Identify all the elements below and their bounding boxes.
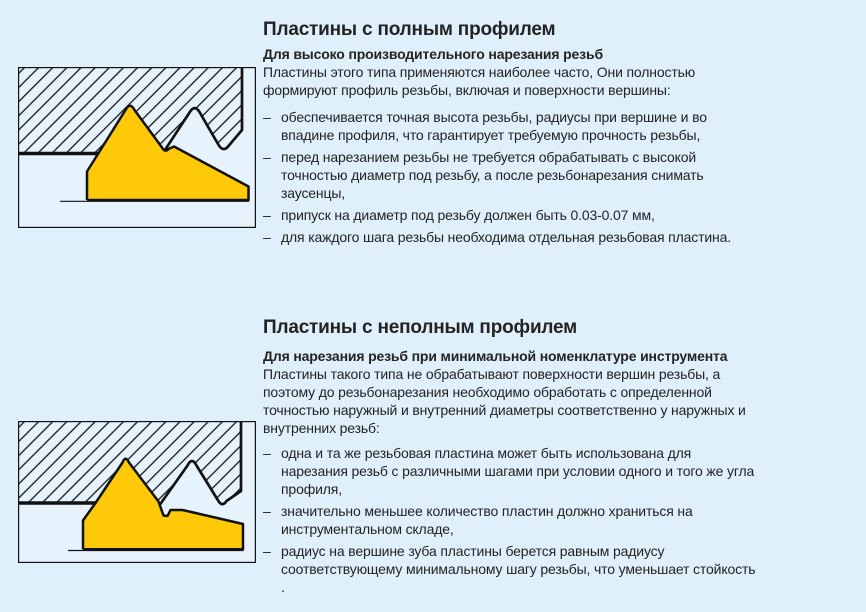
thread-groove-outline (158, 421, 243, 506)
bullet-item: – значительно меньшее количество пластин … (263, 502, 761, 538)
bullet-item: – одна и та же резьбовая пластина может б… (263, 444, 761, 498)
bullet-text: радиус на вершине зуба пластины берется … (281, 543, 756, 595)
bullet-item: – для каждого шага резьбы необходима отде… (263, 228, 761, 246)
bullet-item: – перед нарезанием резьбы не требуется об… (263, 148, 761, 202)
bullet-dash: – (263, 503, 271, 519)
bullet-item: – обеспечивается точная высота резьбы, ра… (263, 108, 761, 144)
bullet-dash: – (263, 445, 271, 461)
material-hatch (19, 422, 241, 506)
bullet-dash: – (263, 109, 271, 125)
bullet-text: значительно меньшее количество пластин д… (281, 503, 693, 537)
section-title: Пластины с неполным профилем (263, 317, 578, 338)
insert-shape (83, 458, 243, 550)
full-profile-thread-diagram (18, 67, 256, 228)
material-hatch (19, 68, 242, 154)
thread-groove-outline (163, 67, 244, 152)
bullet-text: припуск на диаметр под резьбу должен быт… (281, 207, 655, 223)
insert-outline (85, 104, 250, 202)
section-subtitle: Для нарезания резьб при минимальной номе… (263, 348, 728, 364)
section-subtitle: Для высоко производительного нарезания р… (263, 46, 603, 62)
bullet-list: – одна и та же резьбовая пластина может б… (263, 444, 761, 600)
section-intro: Пластины этого типа применяются наиболее… (263, 64, 696, 98)
insert-outline (81, 457, 245, 551)
bullet-item: – припуск на диаметр под резьбу должен бы… (263, 206, 761, 224)
bullet-dash: – (263, 543, 271, 559)
bullet-text: перед нарезанием резьбы не требуется обр… (281, 149, 704, 201)
bullet-list: – обеспечивается точная высота резьбы, ра… (263, 108, 761, 250)
insert-shape (87, 105, 249, 200)
bullet-dash: – (263, 207, 271, 223)
bullet-dash: – (263, 229, 271, 245)
bullet-dash: – (263, 149, 271, 165)
section-intro: Пластины такого типа не обрабатывают пов… (263, 366, 746, 436)
partial-profile-thread-diagram (18, 421, 256, 563)
bullet-text: для каждого шага резьбы необходима отдел… (281, 229, 731, 245)
bullet-item: – радиус на вершине зуба пластины берется… (263, 542, 761, 596)
bullet-text: обеспечивается точная высота резьбы, рад… (281, 109, 707, 143)
section-title: Пластины с полным профилем (263, 19, 556, 40)
section-text: Для нарезания резьб при минимальной номе… (263, 347, 755, 437)
bullet-text: одна и та же резьбовая пластина может бы… (281, 445, 755, 497)
section-text: Для высоко производительного нарезания р… (263, 45, 755, 99)
